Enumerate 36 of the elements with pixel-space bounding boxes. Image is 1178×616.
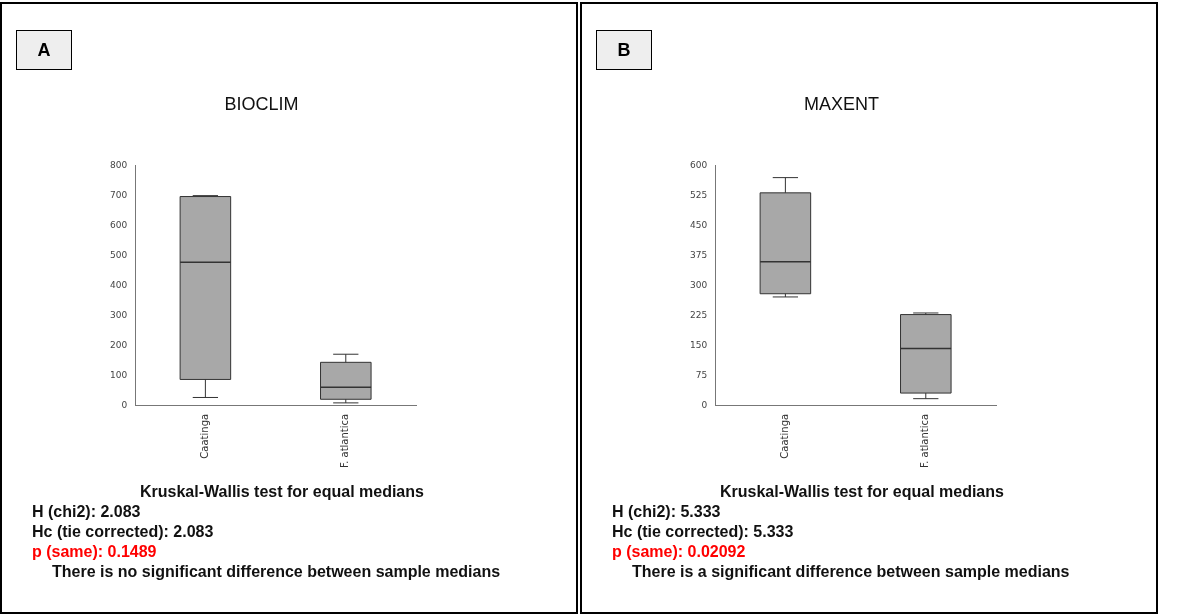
y-tick-label: 200	[109, 340, 128, 351]
y-tick-label: 75	[695, 370, 708, 381]
y-tick-label: 100	[109, 370, 128, 381]
chart-title: BIOCLIM	[224, 93, 299, 114]
y-tick-label: 375	[689, 250, 708, 261]
text: p (same): 0.02092	[612, 542, 747, 562]
y-tick-label: 800	[109, 159, 128, 170]
y-tick-label: 150	[689, 340, 708, 351]
y-tick-label: 450	[689, 220, 708, 231]
text: There is no significant difference between sample medians	[51, 562, 501, 582]
x-tick-label: F. atlantica	[919, 413, 931, 468]
y-tick-label: 225	[689, 310, 708, 321]
y-tick-label: 600	[689, 159, 708, 170]
y-tick-label: 400	[109, 280, 128, 291]
text: p (same): 0.1489	[32, 542, 158, 562]
text: Kruskal-Wallis test for equal medians	[719, 482, 1005, 502]
y-tick-label: 300	[689, 280, 708, 291]
x-tick-label: Caatinga	[198, 413, 210, 459]
y-tick-label: 0	[121, 400, 128, 411]
chart-title: MAXENT	[803, 93, 880, 114]
y-tick-label: 500	[109, 250, 128, 261]
text: Kruskal-Wallis test for equal medians	[139, 482, 425, 502]
y-tick-label: 525	[689, 189, 708, 200]
y-tick-label: 300	[109, 310, 128, 321]
text: There is a significant difference between sample medians	[631, 562, 1070, 582]
y-tick-label: 700	[109, 189, 128, 200]
text: B	[596, 30, 652, 70]
y-tick-label: 600	[109, 220, 128, 231]
y-tick-label: 0	[701, 400, 708, 411]
text: Hc (tie corrected): 5.333	[612, 522, 795, 542]
text: H (chi2): 5.333	[612, 502, 722, 522]
x-tick-label: F. atlantica	[339, 413, 351, 468]
x-tick-label: Caatinga	[778, 413, 790, 459]
text: A	[16, 30, 72, 70]
text: Hc (tie corrected): 2.083	[32, 522, 215, 542]
text: H (chi2): 2.083	[32, 502, 142, 522]
